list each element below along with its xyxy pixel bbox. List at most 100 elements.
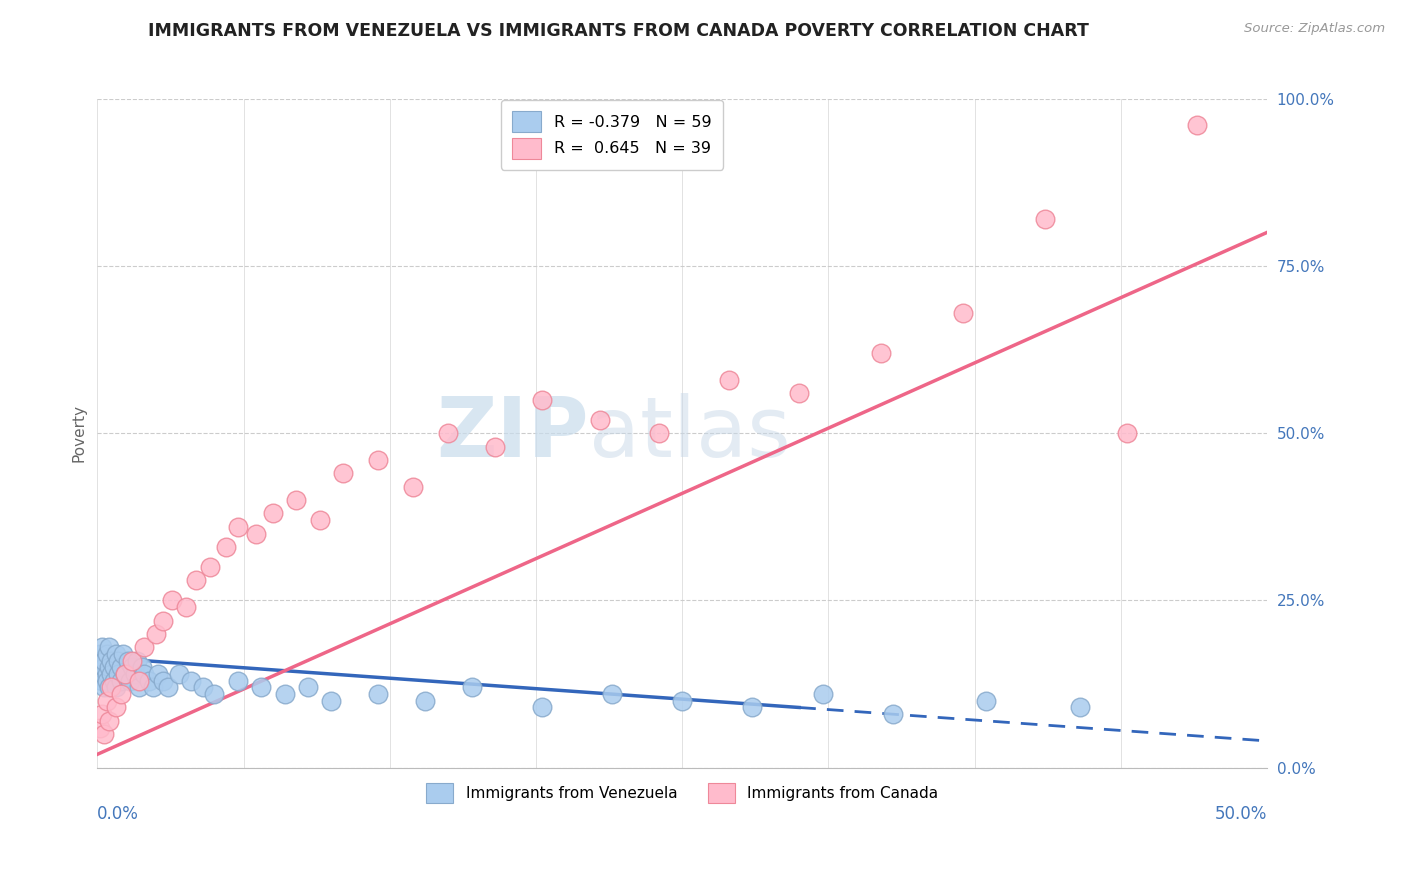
Point xyxy=(98,640,121,655)
Point xyxy=(98,681,121,695)
Point xyxy=(262,507,284,521)
Point xyxy=(91,640,114,655)
Point xyxy=(202,687,225,701)
Text: Source: ZipAtlas.com: Source: ZipAtlas.com xyxy=(1244,22,1385,36)
Point xyxy=(152,614,174,628)
Point xyxy=(226,520,249,534)
Point xyxy=(402,480,425,494)
Point xyxy=(93,681,115,695)
Point xyxy=(110,660,132,674)
Point xyxy=(332,467,354,481)
Point xyxy=(530,392,553,407)
Legend: Immigrants from Venezuela, Immigrants from Canada: Immigrants from Venezuela, Immigrants fr… xyxy=(418,775,946,810)
Point xyxy=(273,687,295,701)
Point xyxy=(89,647,111,661)
Point xyxy=(93,654,115,668)
Point xyxy=(146,667,169,681)
Point xyxy=(156,681,179,695)
Point xyxy=(112,647,135,661)
Point xyxy=(741,700,763,714)
Text: atlas: atlas xyxy=(589,392,790,474)
Point xyxy=(96,694,118,708)
Point xyxy=(1115,426,1137,441)
Point xyxy=(96,667,118,681)
Point xyxy=(100,681,122,695)
Y-axis label: Poverty: Poverty xyxy=(72,404,86,462)
Point xyxy=(134,667,156,681)
Point xyxy=(110,673,132,688)
Point xyxy=(91,707,114,722)
Point xyxy=(180,673,202,688)
Point xyxy=(717,373,740,387)
Point xyxy=(367,453,389,467)
Point xyxy=(484,440,506,454)
Point xyxy=(121,660,143,674)
Point xyxy=(1033,212,1056,227)
Point xyxy=(98,714,121,728)
Point xyxy=(105,647,128,661)
Point xyxy=(811,687,834,701)
Point xyxy=(367,687,389,701)
Point xyxy=(167,667,190,681)
Point xyxy=(671,694,693,708)
Point xyxy=(138,673,160,688)
Point xyxy=(103,660,125,674)
Point xyxy=(530,700,553,714)
Point xyxy=(134,640,156,655)
Point xyxy=(1069,700,1091,714)
Point xyxy=(142,681,165,695)
Text: 50.0%: 50.0% xyxy=(1215,805,1267,822)
Point xyxy=(89,667,111,681)
Point xyxy=(114,667,136,681)
Point xyxy=(976,694,998,708)
Point xyxy=(117,654,139,668)
Point xyxy=(870,346,893,360)
Point xyxy=(413,694,436,708)
Point xyxy=(127,654,149,668)
Point xyxy=(89,721,111,735)
Point xyxy=(93,660,115,674)
Point xyxy=(226,673,249,688)
Point xyxy=(460,681,482,695)
Point xyxy=(589,413,612,427)
Point xyxy=(96,647,118,661)
Point xyxy=(107,667,129,681)
Point xyxy=(787,386,810,401)
Point xyxy=(250,681,273,695)
Point xyxy=(245,526,267,541)
Point xyxy=(131,660,153,674)
Point xyxy=(121,654,143,668)
Point xyxy=(285,493,308,508)
Point xyxy=(120,673,142,688)
Point xyxy=(160,593,183,607)
Point xyxy=(105,700,128,714)
Point xyxy=(145,627,167,641)
Point xyxy=(96,673,118,688)
Point xyxy=(882,707,904,722)
Text: 0.0%: 0.0% xyxy=(97,805,139,822)
Point xyxy=(128,673,150,688)
Point xyxy=(93,727,115,741)
Point xyxy=(107,654,129,668)
Point xyxy=(191,681,214,695)
Point xyxy=(198,560,221,574)
Point xyxy=(215,540,238,554)
Point xyxy=(98,660,121,674)
Point xyxy=(321,694,343,708)
Text: ZIP: ZIP xyxy=(436,392,589,474)
Point xyxy=(114,667,136,681)
Point xyxy=(648,426,671,441)
Point xyxy=(1185,119,1208,133)
Point xyxy=(600,687,623,701)
Point xyxy=(184,574,207,588)
Point xyxy=(128,681,150,695)
Point xyxy=(297,681,319,695)
Point xyxy=(437,426,460,441)
Point xyxy=(174,600,197,615)
Point xyxy=(110,687,132,701)
Text: IMMIGRANTS FROM VENEZUELA VS IMMIGRANTS FROM CANADA POVERTY CORRELATION CHART: IMMIGRANTS FROM VENEZUELA VS IMMIGRANTS … xyxy=(148,22,1090,40)
Point xyxy=(100,667,122,681)
Point xyxy=(124,667,146,681)
Point xyxy=(152,673,174,688)
Point xyxy=(103,673,125,688)
